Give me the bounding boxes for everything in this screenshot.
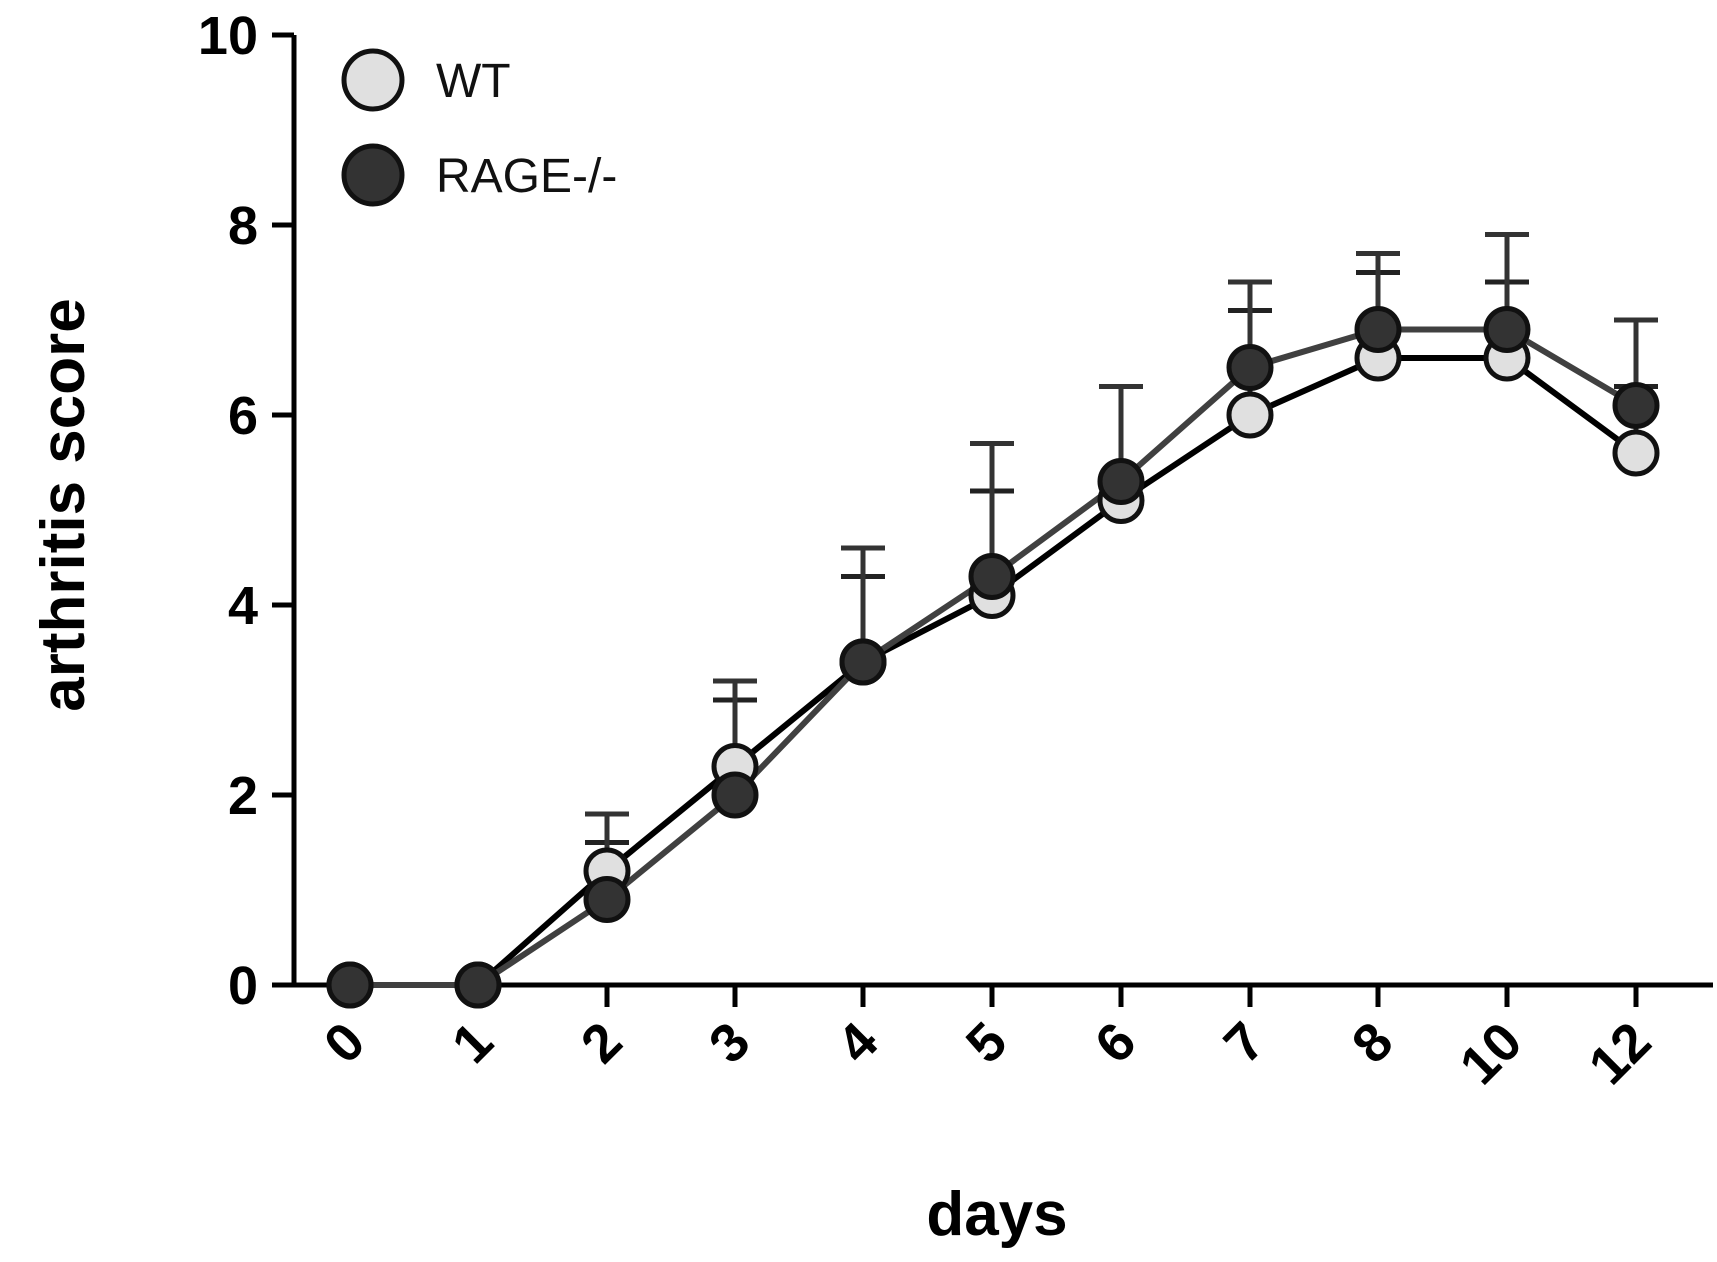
point-rage <box>711 771 759 819</box>
legend-label-wt: WT <box>436 55 511 108</box>
series-line-rage <box>350 326 1638 988</box>
y-axis-title: arthritis score <box>29 298 98 712</box>
y-tick-label: 4 <box>228 576 258 636</box>
point-wt <box>1612 429 1660 477</box>
x-tick-label: 3 <box>698 1011 762 1075</box>
x-tick-label: 7 <box>1213 1011 1277 1075</box>
point-rage <box>1097 458 1145 505</box>
series-markers <box>326 306 1660 1009</box>
x-axis-title: days <box>926 1180 1067 1249</box>
x-tick-label: 1 <box>441 1011 505 1075</box>
point-rage <box>1483 306 1531 353</box>
point-rage <box>839 638 887 686</box>
y-ticks: 0 2 4 6 8 10 <box>198 6 294 1016</box>
x-tick-label: 4 <box>826 1011 890 1075</box>
point-rage <box>968 553 1016 600</box>
x-tick-label: 6 <box>1084 1011 1148 1075</box>
axes-group <box>291 35 1713 988</box>
y-tick-label: 2 <box>228 766 258 826</box>
x-tick-label: 8 <box>1341 1011 1405 1075</box>
point-rage <box>454 961 502 1009</box>
point-rage <box>326 961 374 1009</box>
point-rage <box>1612 382 1660 429</box>
x-ticks: 0 1 2 3 4 5 6 7 8 10 12 <box>313 985 1663 1096</box>
y-tick-label: 0 <box>228 956 258 1016</box>
series-lines <box>350 326 1638 988</box>
error-bars <box>585 232 1658 900</box>
point-rage <box>1354 306 1402 353</box>
x-tick-label: 5 <box>955 1011 1019 1075</box>
x-tick-label: 10 <box>1449 1011 1534 1096</box>
x-tick-label: 2 <box>570 1011 634 1075</box>
legend-marker-wt <box>341 48 405 112</box>
legend-label-rage: RAGE-/- <box>436 150 617 203</box>
y-tick-label: 8 <box>228 196 258 256</box>
legend-marker-rage <box>341 143 405 207</box>
point-rage <box>583 876 631 923</box>
legend: WT RAGE-/- <box>341 48 617 207</box>
point-wt <box>1226 391 1274 439</box>
point-rage <box>1226 344 1274 391</box>
x-tick-label: 0 <box>313 1011 377 1075</box>
y-tick-label: 6 <box>228 386 258 446</box>
x-tick-label: 12 <box>1578 1011 1663 1096</box>
y-tick-label: 10 <box>198 6 258 66</box>
